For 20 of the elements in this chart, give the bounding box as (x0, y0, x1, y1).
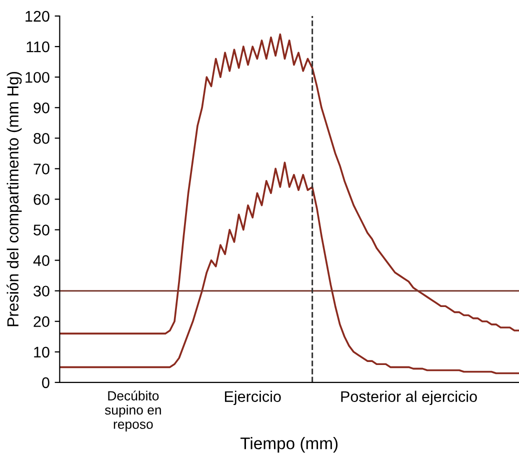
y-tick-label: 0 (42, 377, 50, 388)
y-tick-label: 100 (26, 72, 50, 83)
y-axis-title: Presión del compartimento (mm Hg) (6, 72, 22, 326)
y-tick-label: 30 (34, 286, 50, 297)
y-tick-label: 60 (34, 194, 50, 205)
y-tick-label: 20 (34, 316, 50, 328)
x-tick-label: Posterior al ejercicio (341, 390, 477, 406)
x-axis-title: Tiempo (mm) (240, 437, 338, 453)
y-tick-label: 40 (33, 255, 50, 266)
line-series (60, 162, 519, 374)
y-tick-label: 10 (34, 346, 50, 358)
y-tick-label: 70 (34, 164, 50, 174)
y-tick-label: 110 (26, 41, 50, 52)
y-tick-label: 80 (34, 133, 50, 144)
x-tick-label: Decúbito supino en reposo (104, 390, 161, 432)
line-series (60, 33, 519, 334)
y-tick-label: 50 (34, 224, 50, 236)
y-tick-label: 90 (34, 102, 50, 114)
y-tick-label: 120 (26, 10, 50, 22)
x-tick-label: Ejercicio (224, 390, 281, 406)
